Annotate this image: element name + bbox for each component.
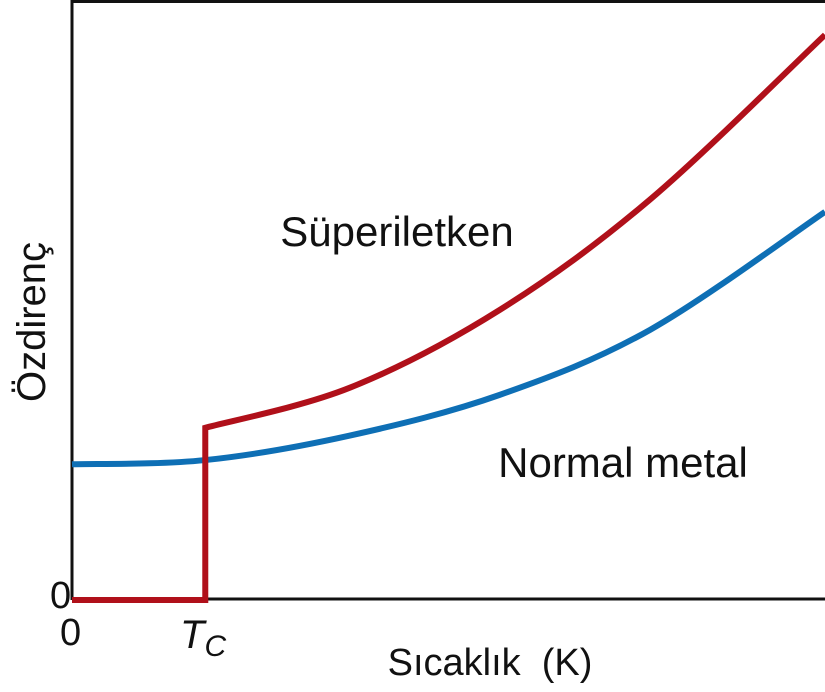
series-line-normal-metal [71, 209, 825, 468]
x-axis-label: Sıcaklık (K) [388, 642, 593, 684]
series-line-superconductor [72, 32, 825, 603]
y-axis-label: Özdirenç [10, 242, 54, 402]
series-label-superconductor: Süperiletken [280, 208, 513, 255]
y-tick-label-0: 0 [50, 575, 71, 617]
x-tick-label-tc: TC [180, 613, 226, 663]
series-label-normal-metal: Normal metal [498, 439, 748, 486]
x-tick-label-0: 0 [60, 612, 81, 654]
